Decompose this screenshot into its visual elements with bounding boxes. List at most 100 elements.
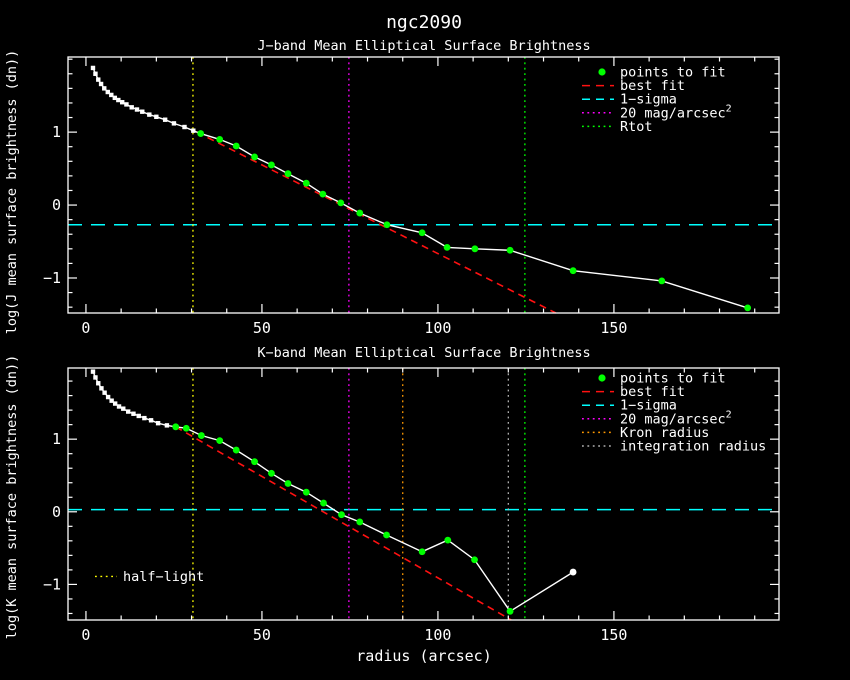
data-point-j: [90, 65, 96, 71]
legend-label-1-sigma: 1−sigma: [620, 398, 677, 414]
fit-point-k: [338, 511, 345, 519]
fit-point-k: [284, 480, 292, 487]
fit-point-k: [232, 446, 240, 454]
data-point-k: [96, 381, 101, 386]
legend-label-points-to-fit: points to fit: [620, 65, 726, 81]
fit-point-k: [383, 531, 390, 539]
legend-label-rtot: Rtot: [620, 119, 653, 135]
data-point-j: [124, 102, 129, 107]
fit-point-j: [471, 245, 479, 253]
data-point-j: [140, 109, 145, 114]
data-point-j: [171, 121, 177, 126]
fit-point-j: [443, 243, 451, 251]
fit-point-j: [418, 229, 426, 237]
legend-label-20-mag-arcsec: 20 mag/arcsec2: [620, 103, 732, 121]
fit-point-j: [284, 170, 292, 178]
legend-marker-dot: [598, 374, 606, 382]
fit-point-j: [506, 246, 514, 254]
best-fit-line-j: [196, 131, 557, 314]
data-point-j: [154, 114, 159, 120]
legend-label-20-mag-arcsec: 20 mag/arcsec2: [620, 409, 732, 427]
fit-point-j: [197, 130, 205, 137]
fit-point-k: [182, 424, 190, 432]
data-point-j: [112, 95, 118, 101]
fit-point-k: [172, 423, 180, 431]
data-point-j: [98, 81, 104, 87]
k-panel-title: K−band Mean Elliptical Surface Brightnes…: [257, 345, 590, 361]
data-point-j: [96, 77, 101, 82]
y-tick-label-k: −1: [43, 575, 61, 593]
fit-point-k: [198, 432, 205, 439]
plot-box-j: [67, 56, 780, 314]
data-point-k: [109, 398, 114, 403]
x-tick-label-j: 150: [600, 319, 627, 337]
data-point-k: [148, 418, 154, 423]
fit-point-k: [418, 548, 426, 556]
data-point-k: [112, 401, 118, 406]
data-point-j: [129, 105, 134, 110]
fit-point-j: [569, 267, 577, 275]
legend-label-best-fit: best fit: [620, 384, 685, 400]
data-point-k: [116, 404, 122, 409]
data-point-k: [125, 409, 131, 414]
data-point-j: [105, 89, 110, 95]
y-tick-label-j: −1: [43, 269, 61, 287]
best-fit-line-k: [175, 426, 512, 621]
fit-point-j: [356, 209, 364, 217]
fit-point-k: [302, 488, 310, 496]
data-point-j: [116, 97, 121, 103]
fit-point-j: [337, 199, 345, 207]
fit-point-j: [744, 304, 752, 312]
x-axis-label: radius (arcsec): [356, 647, 491, 665]
fit-point-k: [356, 518, 364, 526]
j-panel-title: J−band Mean Elliptical Surface Brightnes…: [257, 38, 590, 54]
x-tick-label-k: 50: [253, 626, 271, 644]
legend-label-points-to-fit: points to fit: [620, 371, 726, 387]
data-point-j: [93, 71, 98, 76]
legend-label-kron-radius: Kron radius: [620, 425, 709, 441]
data-point-j: [191, 128, 196, 133]
x-tick-label-j: 100: [424, 319, 451, 337]
legend-marker-dot: [598, 68, 606, 76]
fit-point-k: [471, 556, 478, 564]
data-point-k: [121, 406, 126, 411]
plot-box-k: [67, 367, 780, 621]
data-point-k: [90, 369, 96, 374]
data-point-k: [99, 386, 104, 391]
data-point-j: [162, 117, 168, 122]
fit-point-j: [302, 179, 310, 187]
data-point-j: [147, 112, 152, 117]
x-tick-label-j: 50: [253, 319, 271, 337]
data-point-j: [109, 92, 114, 98]
half-light-annotation-label: half−light: [123, 569, 204, 585]
fit-point-k: [320, 499, 327, 507]
data-point-j: [102, 86, 107, 91]
fit-point-j: [319, 190, 327, 198]
data-point-k: [164, 423, 170, 428]
y-tick-label-j: 0: [52, 196, 61, 214]
data-point-k: [142, 415, 147, 421]
fit-point-j: [251, 153, 258, 161]
y-tick-label-k: 1: [52, 430, 61, 448]
legend-label-integration-radius: integration radius: [620, 439, 766, 455]
fit-point-j: [268, 161, 275, 169]
fit-point-j: [232, 142, 240, 150]
fit-point-k: [268, 469, 275, 477]
fit-point-k: [216, 437, 224, 445]
data-point-k: [105, 394, 111, 400]
legend-label-1-sigma: 1−sigma: [620, 92, 677, 108]
main-title: ngc2090: [386, 12, 462, 33]
k-y-axis-label: log(K mean surface brightness (dn)): [4, 355, 20, 639]
j-y-axis-label: log(J mean surface brightness (dn)): [4, 50, 20, 334]
data-point-k: [131, 411, 136, 416]
data-point-k: [102, 390, 107, 395]
fit-point-k: [444, 536, 452, 544]
fit-point-k: [506, 607, 514, 615]
y-tick-label-k: 0: [52, 503, 61, 521]
data-point-j: [134, 107, 140, 112]
fit-point-k: [251, 458, 258, 466]
data-point-j: [120, 100, 125, 105]
fit-point-j: [216, 136, 224, 143]
